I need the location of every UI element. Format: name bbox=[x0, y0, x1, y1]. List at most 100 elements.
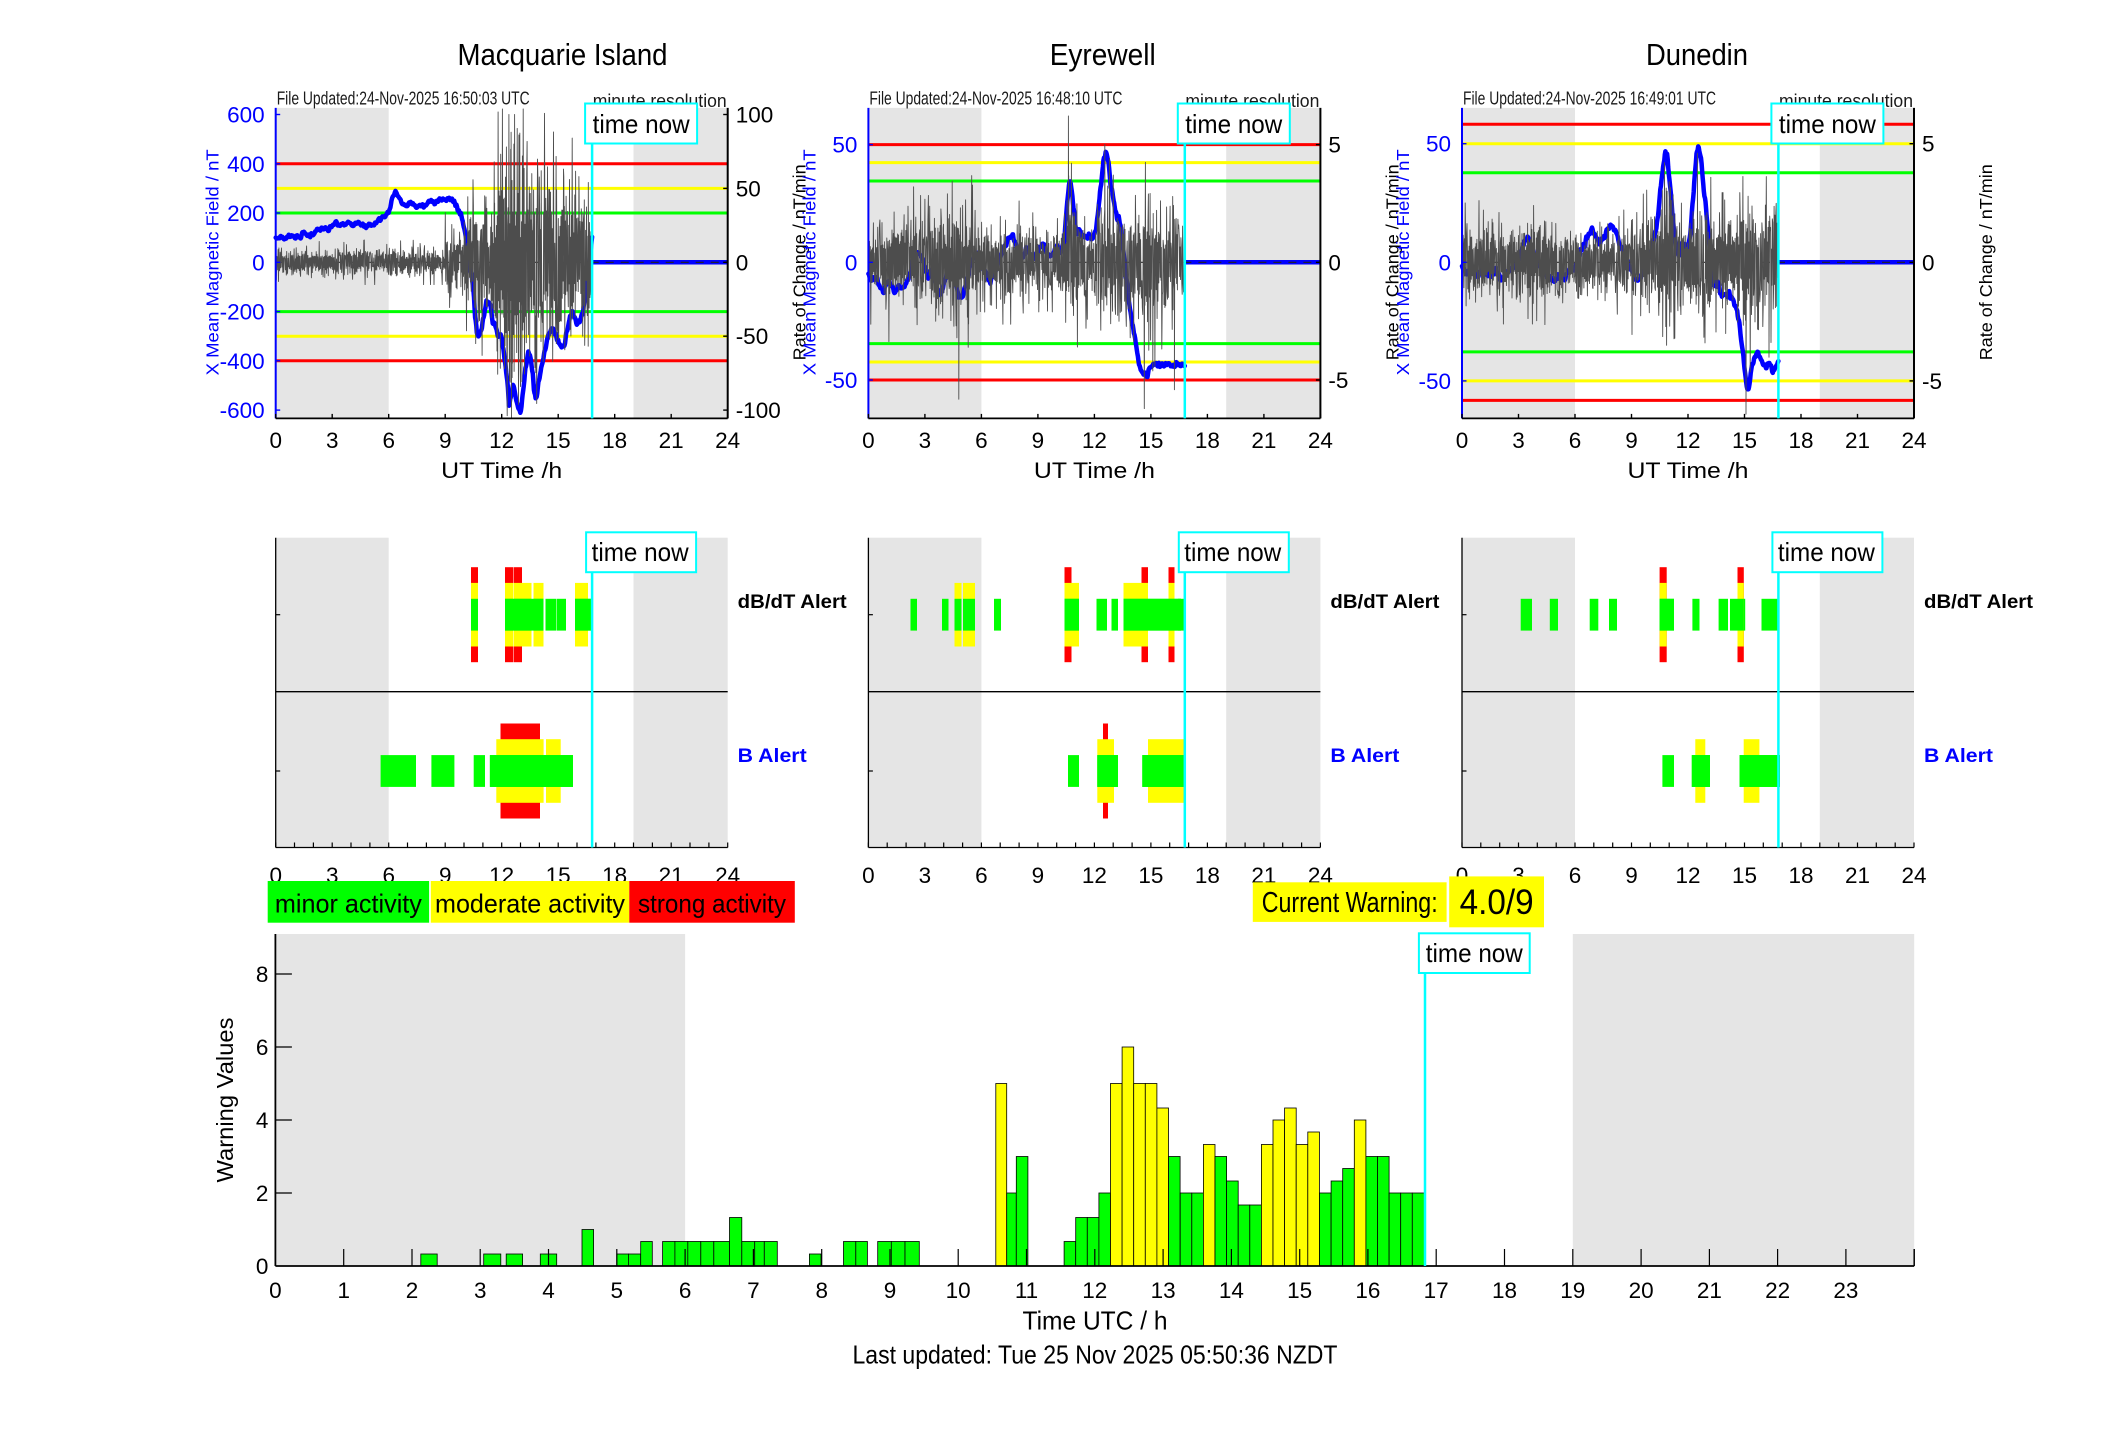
svg-text:21: 21 bbox=[1697, 1278, 1722, 1303]
svg-text:X Mean Magnetic Field / nT: X Mean Magnetic Field / nT bbox=[203, 149, 223, 375]
svg-text:50: 50 bbox=[1426, 132, 1451, 157]
svg-text:24: 24 bbox=[715, 428, 740, 453]
svg-text:0: 0 bbox=[862, 863, 875, 888]
svg-text:0: 0 bbox=[269, 428, 282, 453]
svg-text:22: 22 bbox=[1765, 1278, 1790, 1303]
svg-text:5: 5 bbox=[1328, 133, 1341, 158]
svg-text:UT Time /h: UT Time /h bbox=[441, 458, 562, 483]
svg-text:12: 12 bbox=[1082, 1278, 1107, 1303]
svg-text:Last updated: Tue 25 Nov 2025: Last updated: Tue 25 Nov 2025 05:50:36 N… bbox=[853, 1339, 1338, 1369]
svg-text:moderate activity: moderate activity bbox=[435, 889, 625, 919]
svg-text:18: 18 bbox=[602, 428, 627, 453]
svg-text:dB/dT Alert: dB/dT Alert bbox=[1924, 591, 2034, 613]
svg-text:0: 0 bbox=[252, 250, 265, 275]
svg-text:File Updated:24-Nov-2025 16:49: File Updated:24-Nov-2025 16:49:01 UTC bbox=[1463, 87, 1716, 108]
svg-text:1: 1 bbox=[337, 1278, 350, 1303]
svg-text:6: 6 bbox=[256, 1035, 269, 1060]
svg-text:24: 24 bbox=[1308, 428, 1333, 453]
svg-text:-400: -400 bbox=[220, 349, 265, 374]
svg-text:0: 0 bbox=[256, 1254, 269, 1279]
svg-text:13: 13 bbox=[1151, 1278, 1176, 1303]
svg-text:12: 12 bbox=[489, 428, 514, 453]
svg-text:B Alert: B Alert bbox=[1330, 745, 1400, 767]
svg-text:18: 18 bbox=[1788, 863, 1813, 888]
svg-text:0: 0 bbox=[862, 428, 875, 453]
svg-text:12: 12 bbox=[1082, 428, 1107, 453]
svg-text:10: 10 bbox=[946, 1278, 971, 1303]
svg-text:12: 12 bbox=[1675, 863, 1700, 888]
svg-text:-50: -50 bbox=[736, 324, 769, 349]
svg-text:9: 9 bbox=[1625, 863, 1638, 888]
svg-text:0: 0 bbox=[845, 250, 858, 275]
svg-text:9: 9 bbox=[884, 1278, 897, 1303]
svg-text:3: 3 bbox=[474, 1278, 487, 1303]
svg-text:time now: time now bbox=[1778, 537, 1875, 567]
svg-text:21: 21 bbox=[1845, 428, 1870, 453]
svg-text:Current Warning:: Current Warning: bbox=[1262, 887, 1438, 919]
svg-text:3: 3 bbox=[326, 428, 339, 453]
svg-text:15: 15 bbox=[1732, 428, 1757, 453]
svg-text:18: 18 bbox=[1195, 428, 1220, 453]
svg-text:B Alert: B Alert bbox=[1924, 745, 1994, 767]
svg-text:21: 21 bbox=[1845, 863, 1870, 888]
svg-text:-50: -50 bbox=[825, 368, 858, 393]
svg-text:0: 0 bbox=[736, 250, 749, 275]
svg-text:3: 3 bbox=[919, 863, 932, 888]
svg-text:15: 15 bbox=[1138, 863, 1163, 888]
svg-text:15: 15 bbox=[1287, 1278, 1312, 1303]
svg-text:6: 6 bbox=[1569, 863, 1582, 888]
svg-text:2: 2 bbox=[406, 1278, 419, 1303]
svg-text:400: 400 bbox=[227, 152, 265, 177]
svg-text:21: 21 bbox=[659, 428, 684, 453]
svg-text:Dunedin: Dunedin bbox=[1646, 37, 1748, 72]
svg-text:11: 11 bbox=[1015, 1278, 1038, 1303]
svg-text:File Updated:24-Nov-2025 16:48: File Updated:24-Nov-2025 16:48:10 UTC bbox=[869, 87, 1122, 108]
svg-text:17: 17 bbox=[1424, 1278, 1449, 1303]
svg-text:time now: time now bbox=[593, 109, 690, 139]
svg-text:15: 15 bbox=[1732, 863, 1757, 888]
svg-text:Rate of Change / nT/min: Rate of Change / nT/min bbox=[790, 164, 810, 360]
svg-text:7: 7 bbox=[747, 1278, 760, 1303]
svg-text:UT Time /h: UT Time /h bbox=[1628, 458, 1749, 483]
svg-text:24: 24 bbox=[1901, 428, 1926, 453]
svg-text:6: 6 bbox=[382, 428, 395, 453]
svg-text:0: 0 bbox=[1328, 250, 1341, 275]
svg-text:X Mean Magnetic Field / nT: X Mean Magnetic Field / nT bbox=[799, 149, 819, 375]
svg-text:Rate of Change / nT/min: Rate of Change / nT/min bbox=[1382, 164, 1402, 360]
svg-text:dB/dT Alert: dB/dT Alert bbox=[738, 591, 848, 613]
svg-text:Warning Values: Warning Values bbox=[212, 1018, 238, 1183]
svg-text:time now: time now bbox=[1185, 109, 1282, 139]
svg-text:time now: time now bbox=[1426, 938, 1523, 968]
svg-text:50: 50 bbox=[832, 133, 857, 158]
svg-text:4: 4 bbox=[256, 1108, 269, 1133]
svg-text:0: 0 bbox=[269, 1278, 282, 1303]
svg-text:4: 4 bbox=[542, 1278, 555, 1303]
svg-text:-100: -100 bbox=[736, 398, 781, 423]
svg-text:8: 8 bbox=[815, 1278, 828, 1303]
svg-text:12: 12 bbox=[1675, 428, 1700, 453]
svg-text:time now: time now bbox=[592, 537, 689, 567]
svg-text:UT Time /h: UT Time /h bbox=[1034, 458, 1155, 483]
svg-text:File Updated:24-Nov-2025 16:50: File Updated:24-Nov-2025 16:50:03 UTC bbox=[277, 87, 530, 108]
svg-text:time now: time now bbox=[1779, 109, 1876, 139]
svg-text:9: 9 bbox=[1032, 428, 1045, 453]
svg-text:9: 9 bbox=[1625, 428, 1638, 453]
svg-text:600: 600 bbox=[227, 103, 265, 128]
svg-text:X Mean Magnetic Field / nT: X Mean Magnetic Field / nT bbox=[1393, 149, 1413, 375]
svg-text:3: 3 bbox=[919, 428, 932, 453]
svg-text:0: 0 bbox=[1922, 250, 1935, 275]
svg-text:18: 18 bbox=[1788, 428, 1813, 453]
svg-text:200: 200 bbox=[227, 201, 265, 226]
svg-text:12: 12 bbox=[1082, 863, 1107, 888]
svg-text:-5: -5 bbox=[1328, 368, 1348, 393]
svg-text:6: 6 bbox=[1569, 428, 1582, 453]
svg-text:8: 8 bbox=[256, 962, 269, 987]
svg-text:15: 15 bbox=[1138, 428, 1163, 453]
svg-text:16: 16 bbox=[1355, 1278, 1380, 1303]
svg-text:minor activity: minor activity bbox=[275, 889, 422, 919]
svg-text:-50: -50 bbox=[1418, 369, 1451, 394]
svg-text:18: 18 bbox=[1492, 1278, 1517, 1303]
svg-text:9: 9 bbox=[1032, 863, 1045, 888]
svg-text:21: 21 bbox=[1251, 428, 1276, 453]
svg-text:6: 6 bbox=[975, 863, 988, 888]
